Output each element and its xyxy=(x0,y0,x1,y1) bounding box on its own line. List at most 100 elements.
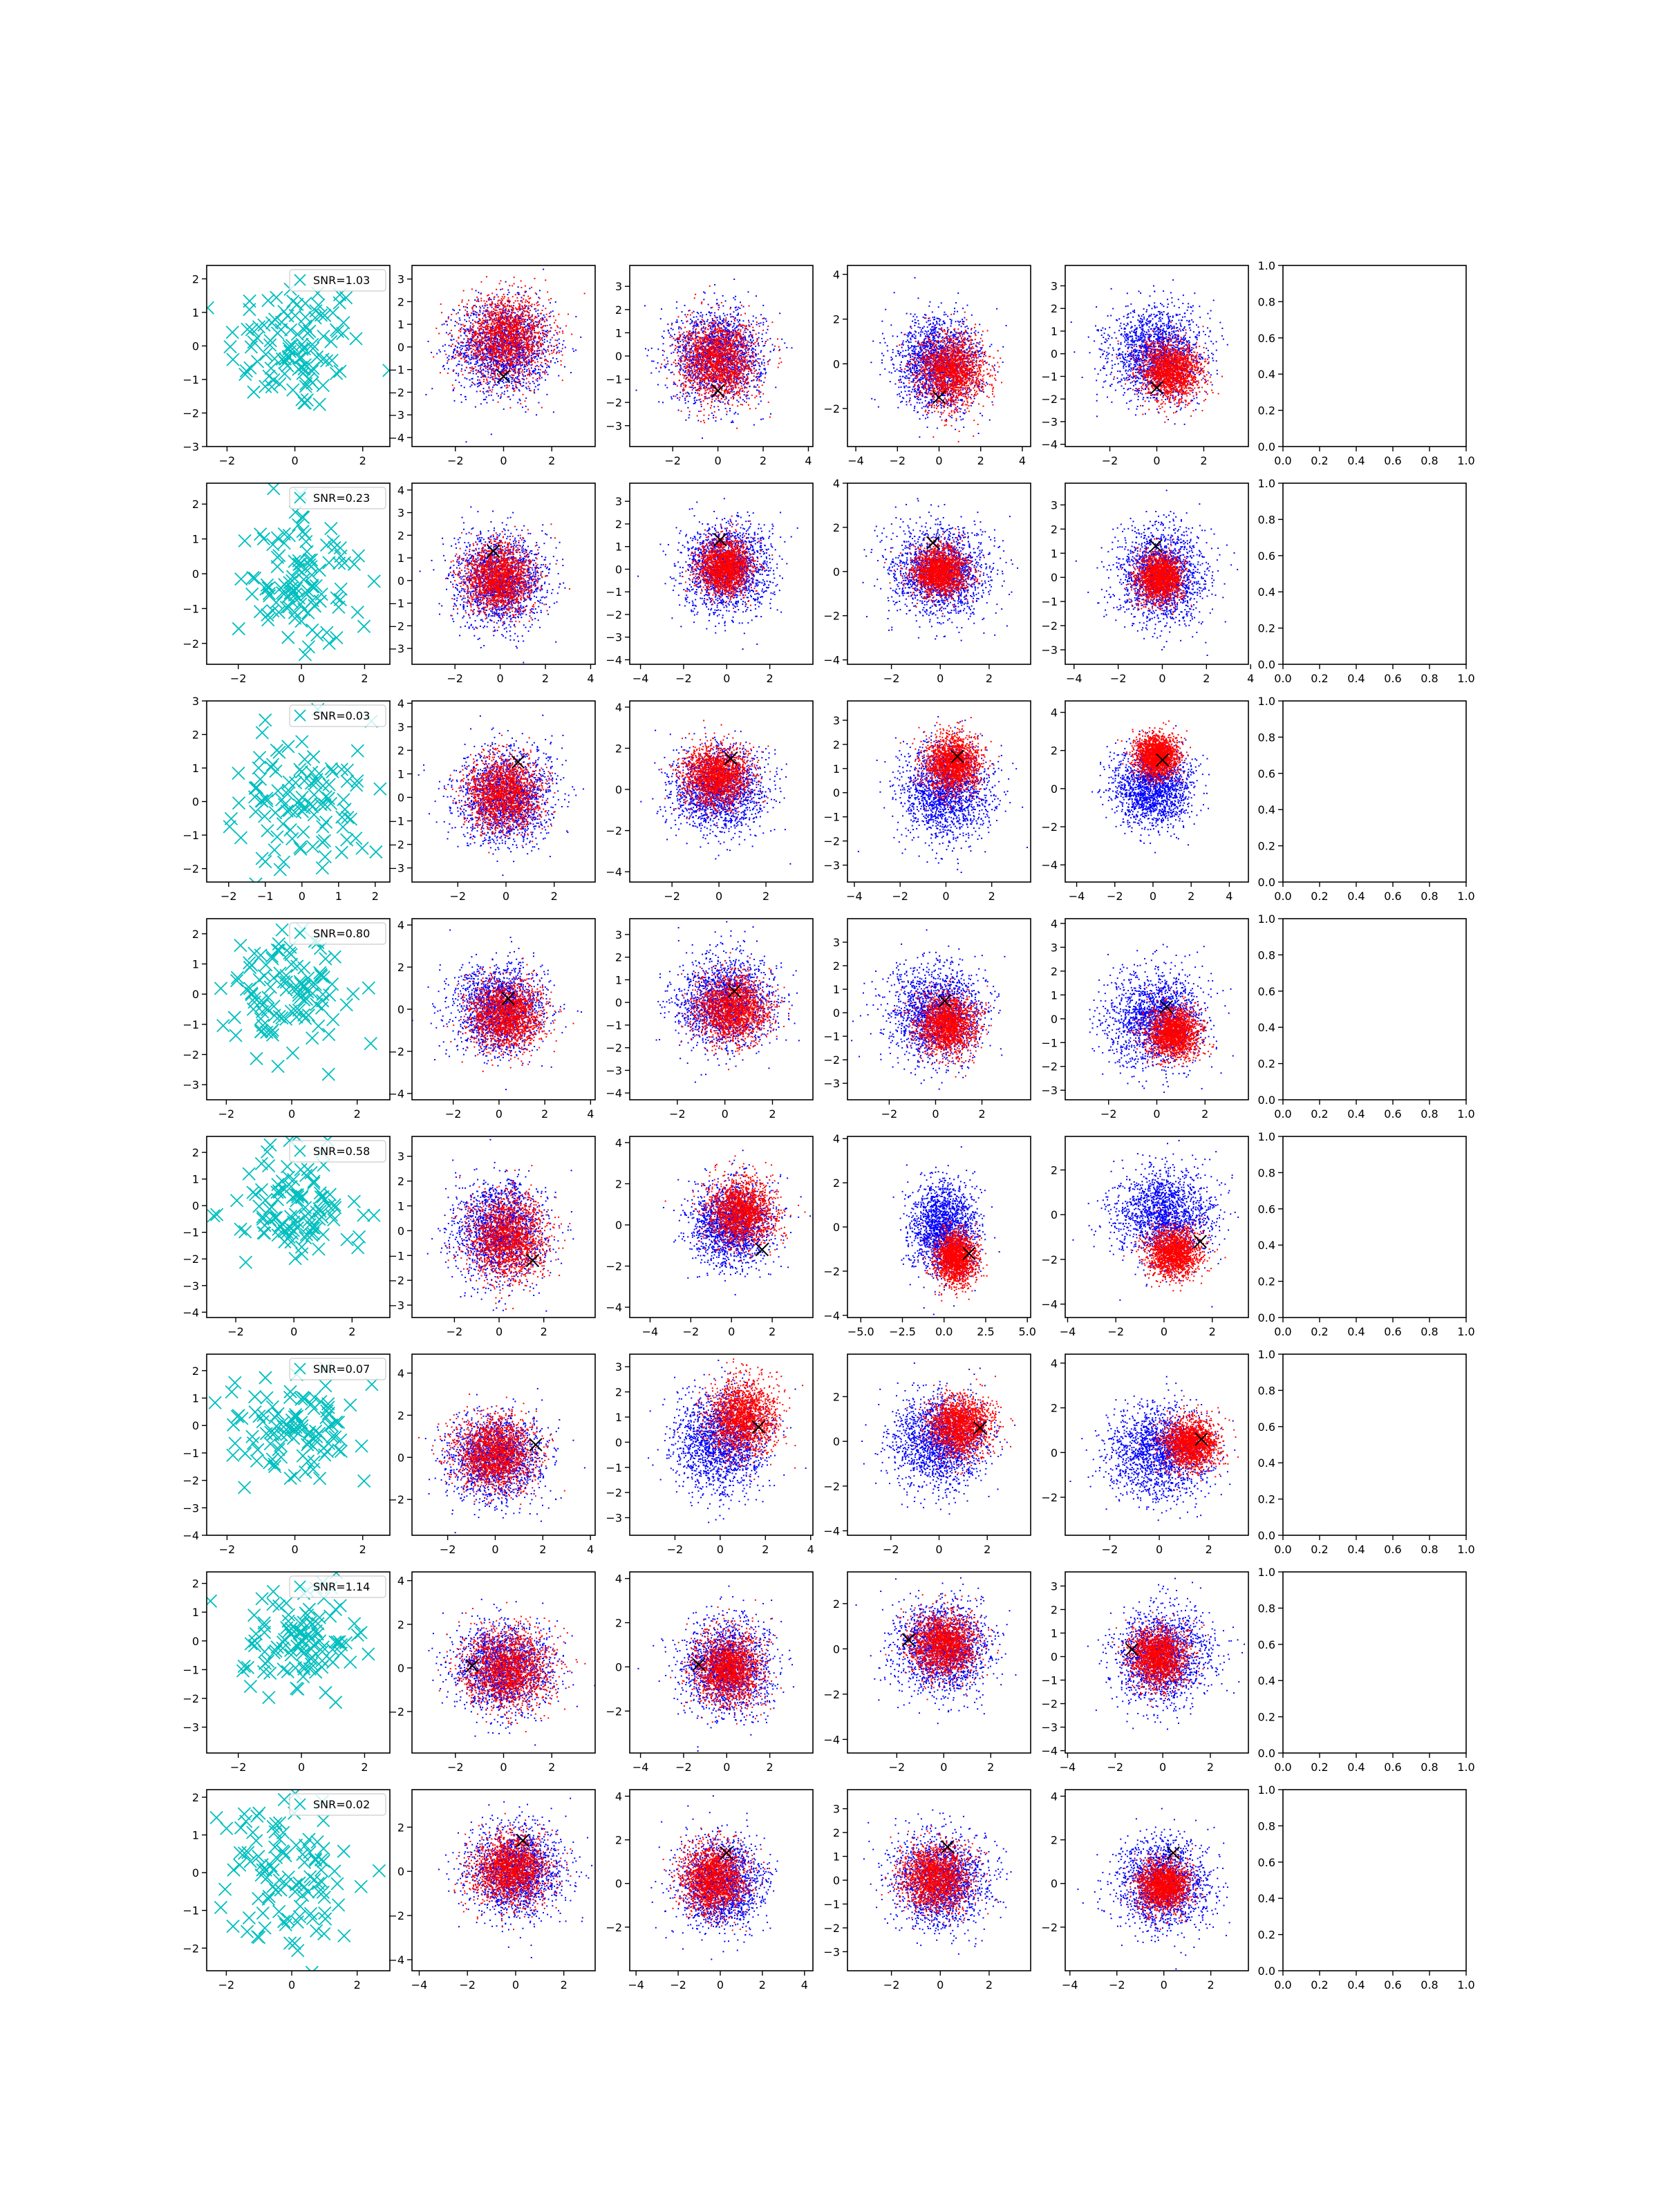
data-point-blue xyxy=(478,376,479,377)
data-point-red xyxy=(474,321,476,322)
data-point xyxy=(270,291,283,303)
data-point-red xyxy=(517,350,518,351)
data-point-blue xyxy=(471,355,472,356)
data-point-red xyxy=(545,308,546,309)
data-point-red xyxy=(485,368,487,369)
data-point-red xyxy=(494,339,495,340)
data-point-blue xyxy=(732,420,733,422)
data-point-red xyxy=(506,337,507,338)
data-point-red xyxy=(525,335,527,336)
data-point-red xyxy=(520,368,521,369)
data-point-blue xyxy=(671,364,673,365)
data-point-red xyxy=(498,342,499,344)
data-point-blue xyxy=(496,384,498,386)
data-point-red xyxy=(547,332,548,334)
data-point-blue xyxy=(546,367,547,368)
data-point-red xyxy=(498,296,499,297)
data-point-red xyxy=(445,354,447,355)
data-point-red xyxy=(493,314,494,315)
data-point-blue xyxy=(726,357,727,358)
data-point-red xyxy=(525,326,527,327)
data-point-blue xyxy=(712,327,713,328)
data-point-red xyxy=(509,331,511,332)
data-point-blue xyxy=(511,382,512,384)
data-point-blue xyxy=(478,292,479,293)
data-point-red xyxy=(479,319,480,320)
data-point-blue xyxy=(494,299,495,300)
data-point-red xyxy=(510,335,512,336)
data-point-red xyxy=(525,308,526,309)
data-point-blue xyxy=(464,319,465,321)
data-point-red xyxy=(510,344,512,346)
data-point-red xyxy=(512,355,513,356)
data-point-red xyxy=(519,358,521,359)
data-point-blue xyxy=(463,355,465,357)
data-point-red xyxy=(503,372,504,373)
data-point-red xyxy=(515,307,516,308)
data-point-red xyxy=(447,373,449,374)
data-point-red xyxy=(514,276,515,278)
data-point-red xyxy=(505,306,506,308)
data-point-red xyxy=(487,373,489,375)
data-point-red xyxy=(530,390,532,391)
data-point-blue xyxy=(720,418,722,420)
data-point-blue xyxy=(453,352,454,353)
data-point-blue xyxy=(531,357,532,359)
data-point-blue xyxy=(786,347,787,348)
data-point-red xyxy=(544,373,545,375)
data-point-blue xyxy=(709,312,710,313)
data-point-red xyxy=(464,359,465,360)
data-point-blue xyxy=(713,406,715,407)
data-point-red xyxy=(490,345,491,346)
data-point-blue xyxy=(657,348,659,350)
data-point-red xyxy=(514,356,516,357)
data-point-red xyxy=(479,314,480,315)
data-point-blue xyxy=(671,323,673,324)
data-point-red xyxy=(498,344,499,346)
data-point-red xyxy=(509,367,511,368)
data-point-red xyxy=(458,337,460,339)
data-point-blue xyxy=(458,353,460,355)
data-point-red xyxy=(463,326,465,327)
data-point-red xyxy=(501,369,503,371)
data-point-red xyxy=(478,337,479,338)
data-point-red xyxy=(469,341,471,343)
data-point-red xyxy=(491,301,493,303)
data-point-blue xyxy=(524,327,525,328)
data-point-red xyxy=(503,338,505,339)
data-point-blue xyxy=(725,363,727,364)
data-point-blue xyxy=(741,383,742,384)
data-point-red xyxy=(517,340,518,341)
data-point-blue xyxy=(760,396,761,397)
data-point-blue xyxy=(713,320,714,321)
data-point-blue xyxy=(762,341,763,342)
data-point-blue xyxy=(519,399,521,400)
data-point-blue xyxy=(534,371,536,372)
data-point-red xyxy=(516,361,517,362)
data-point-red xyxy=(488,294,489,296)
data-point-red xyxy=(469,344,470,346)
data-point-red xyxy=(498,352,499,353)
data-point-red xyxy=(511,352,512,353)
data-point-red xyxy=(494,346,495,347)
data-point-blue xyxy=(450,339,451,341)
data-point-red xyxy=(517,320,518,321)
data-point-red xyxy=(502,339,503,341)
data-point-blue xyxy=(670,345,671,346)
data-point-red xyxy=(471,370,472,371)
data-point-blue xyxy=(468,356,469,357)
data-point-blue xyxy=(469,357,470,359)
data-point-red xyxy=(491,337,493,338)
data-point-red xyxy=(462,374,463,375)
data-point-blue xyxy=(704,292,706,294)
data-point-red xyxy=(440,372,441,373)
data-point-red xyxy=(499,322,500,324)
data-point-blue xyxy=(453,339,454,340)
data-point-blue xyxy=(500,397,501,399)
x-tick-label: −2 xyxy=(219,454,236,467)
data-point-blue xyxy=(744,338,746,339)
data-point-red xyxy=(527,356,528,357)
data-point-blue xyxy=(562,344,563,346)
data-point-red xyxy=(522,301,523,303)
data-point-red xyxy=(541,357,542,359)
